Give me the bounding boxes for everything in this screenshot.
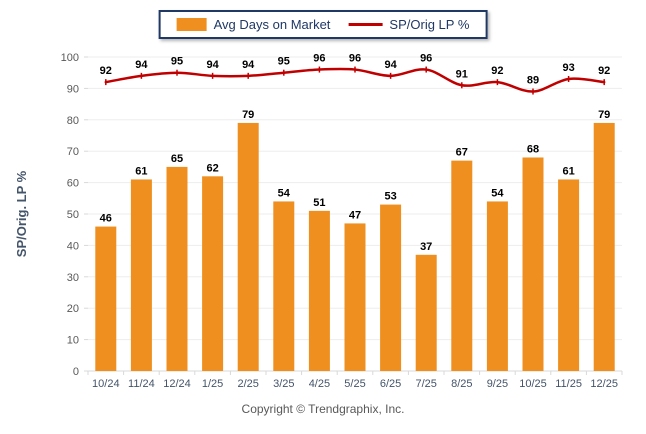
legend: Avg Days on Market SP/Orig LP % [158, 10, 488, 39]
bar [380, 204, 402, 371]
bar-series-label: Avg Days on Market [213, 17, 331, 32]
y-axis-title: SP/Orig. LP % [14, 170, 29, 257]
bar [273, 201, 295, 371]
bar [486, 201, 508, 371]
x-tick-label: 8/25 [451, 378, 472, 390]
line-value-label: 91 [456, 68, 468, 80]
bar-value-label: 54 [491, 187, 504, 199]
x-tick-label: 12/25 [590, 378, 618, 390]
line-value-label: 92 [100, 65, 112, 77]
x-tick-label: 10/24 [92, 378, 120, 390]
y-tick-label: 60 [67, 178, 79, 190]
bar-value-label: 79 [598, 109, 610, 121]
y-tick-label: 10 [67, 335, 79, 347]
copyright-text: Copyright © Trendgraphix, Inc. [241, 402, 405, 416]
bar [166, 166, 188, 371]
bar-value-label: 46 [100, 213, 112, 225]
y-tick-label: 0 [73, 366, 79, 378]
y-tick-label: 100 [61, 52, 79, 64]
line-value-label: 96 [313, 53, 325, 65]
bar-value-label: 61 [562, 165, 574, 177]
bar-value-label: 61 [135, 165, 147, 177]
x-tick-label: 12/24 [163, 378, 191, 390]
x-tick-label: 10/25 [519, 378, 547, 390]
bar-value-label: 53 [384, 191, 396, 203]
x-tick-label: 1/25 [202, 378, 223, 390]
y-tick-label: 40 [67, 240, 79, 252]
line-value-label: 89 [527, 75, 539, 87]
bar [130, 179, 152, 371]
line-value-label: 94 [242, 59, 255, 71]
x-tick-label: 11/25 [555, 378, 582, 390]
x-tick-label: 11/24 [128, 378, 155, 390]
legend-item-line: SP/Orig LP % [348, 17, 469, 32]
bar [95, 226, 117, 371]
bar-value-label: 37 [420, 241, 432, 253]
x-tick-label: 4/25 [309, 378, 330, 390]
bar [237, 122, 259, 371]
bar-value-label: 51 [313, 197, 325, 209]
y-tick-label: 80 [67, 115, 79, 127]
line-value-label: 94 [384, 59, 397, 71]
x-tick-label: 6/25 [380, 378, 401, 390]
line-value-label: 94 [206, 59, 219, 71]
legend-item-bar: Avg Days on Market [176, 17, 331, 32]
bar-series-swatch [176, 18, 207, 31]
bar [415, 254, 437, 371]
line-value-label: 96 [349, 53, 361, 65]
line-value-label: 95 [171, 56, 183, 68]
y-tick-label: 20 [67, 303, 79, 315]
bar-value-label: 65 [171, 153, 183, 165]
bar-value-label: 47 [349, 209, 361, 221]
bar-value-label: 62 [206, 162, 218, 174]
plot-area: 0 10 20 30 40 50 60 70 80 90 100 10/24 11/24 12/24 1/2… [14, 52, 623, 390]
bar [558, 179, 580, 371]
line-value-label: 94 [135, 59, 148, 71]
bar [202, 176, 224, 371]
x-tick-label: 7/25 [415, 378, 436, 390]
bar-value-label: 67 [456, 147, 468, 159]
line-value-label: 96 [420, 53, 432, 65]
y-tick-label: 70 [67, 146, 79, 158]
y-tick-label: 30 [67, 272, 79, 284]
line-series-swatch [348, 23, 383, 26]
bar-value-label: 79 [242, 109, 254, 121]
x-tick-label: 2/25 [237, 378, 258, 390]
bar [593, 122, 615, 371]
line-series-label: SP/Orig LP % [389, 17, 470, 32]
bar [308, 210, 330, 371]
line-value-label: 93 [562, 62, 574, 74]
bar [344, 223, 366, 371]
y-tick-label: 50 [67, 209, 79, 221]
bar [522, 157, 544, 371]
line-value-label: 92 [598, 65, 610, 77]
x-tick-label: 5/25 [344, 378, 365, 390]
line-value-label: 92 [491, 65, 503, 77]
bar-value-label: 54 [278, 187, 291, 199]
bar [451, 160, 473, 371]
bar-value-label: 68 [527, 143, 539, 155]
x-tick-label: 9/25 [487, 378, 508, 390]
line-value-label: 95 [278, 56, 290, 68]
x-tick-label: 3/25 [273, 378, 294, 390]
y-tick-label: 90 [67, 83, 79, 95]
